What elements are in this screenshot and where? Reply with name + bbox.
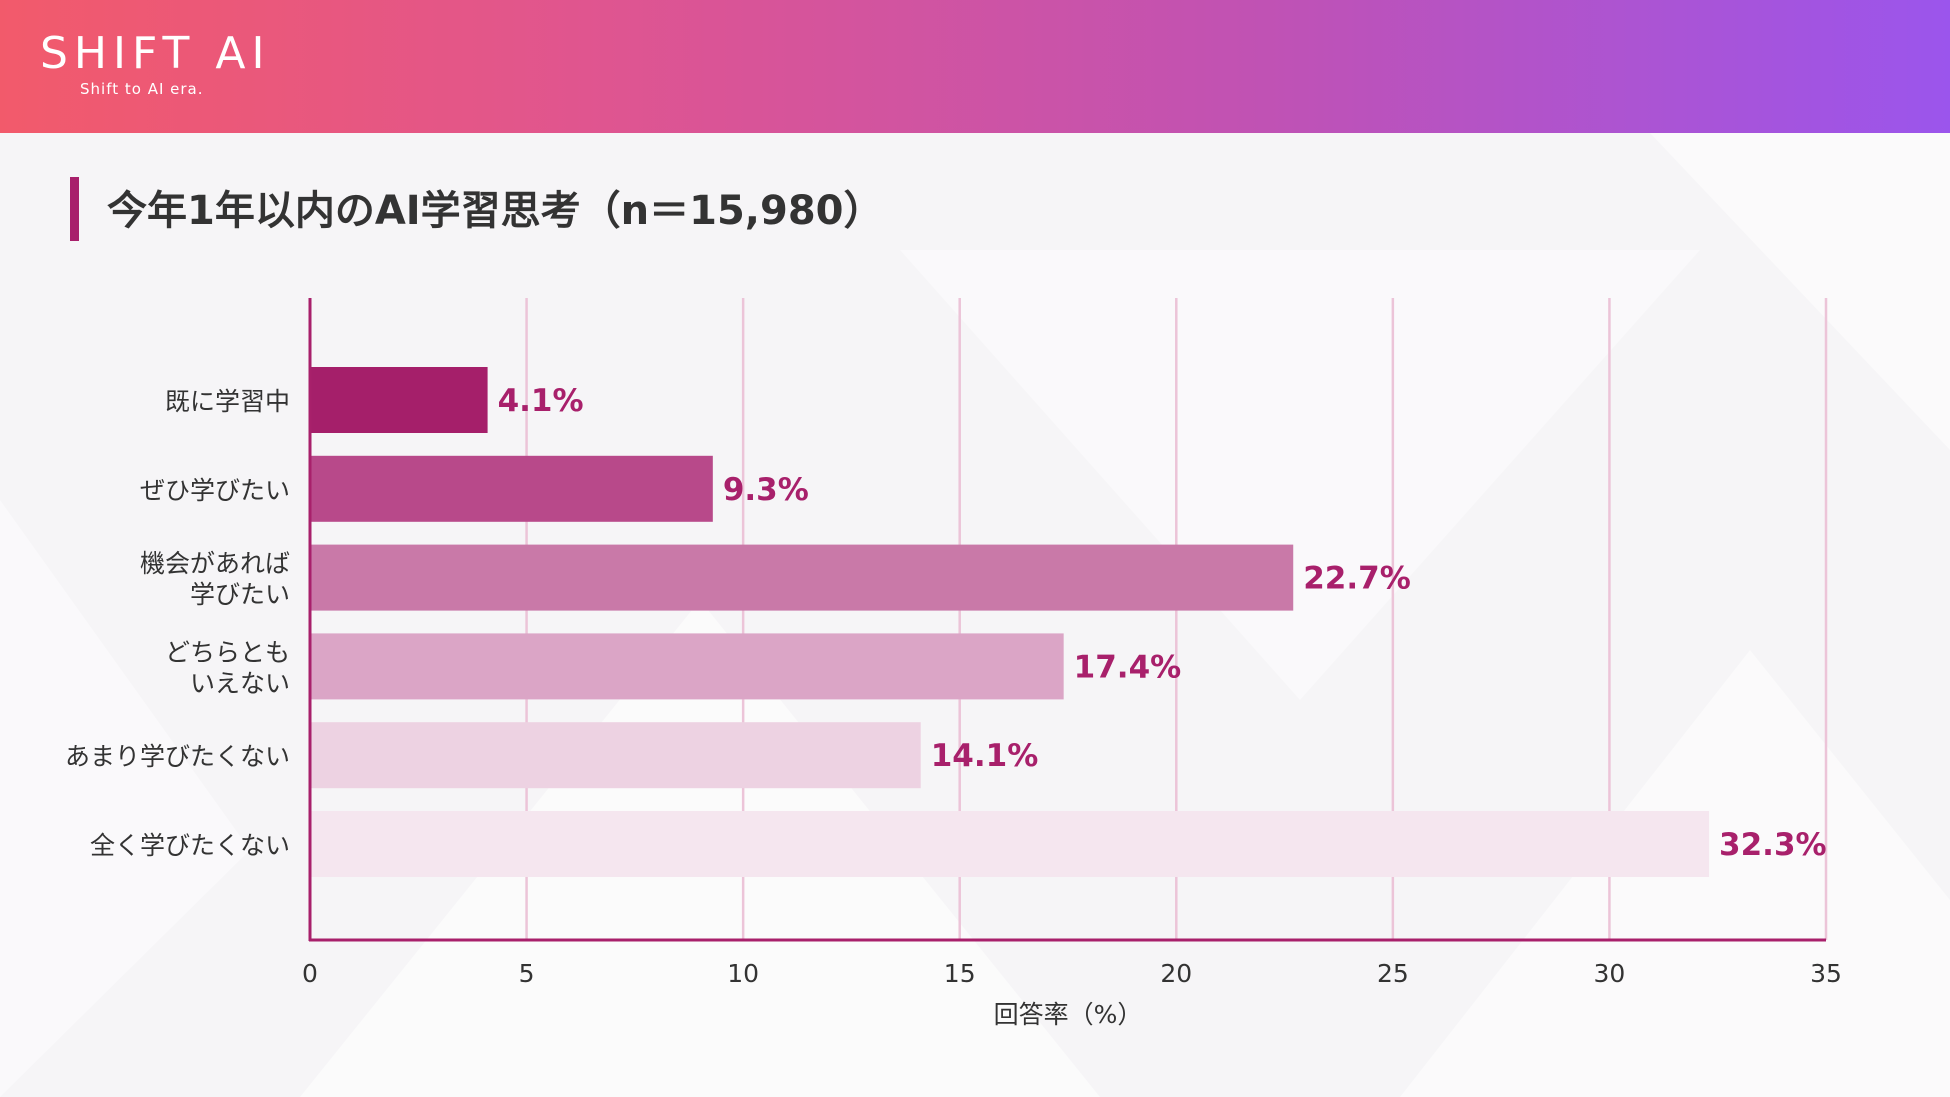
x-tick-label-5: 25 bbox=[1377, 959, 1409, 988]
value-label-2: 22.7% bbox=[1303, 561, 1411, 597]
bar-3 bbox=[310, 633, 1064, 700]
category-label-2-0: 機会があれば bbox=[140, 549, 290, 578]
category-label-4-0: あまり学びたくない bbox=[65, 742, 290, 771]
value-label-1: 9.3% bbox=[723, 472, 809, 508]
header-banner: SHIFT AI Shift to AI era. bbox=[0, 0, 1950, 133]
x-tick-label-1: 5 bbox=[519, 959, 535, 988]
value-label-5: 32.3% bbox=[1719, 827, 1827, 863]
brand-logo: SHIFT AI bbox=[40, 28, 271, 79]
bar-0 bbox=[310, 367, 488, 433]
bar-5 bbox=[310, 811, 1710, 877]
bar-2 bbox=[310, 544, 1294, 611]
category-label-5-0: 全く学びたくない bbox=[90, 831, 290, 860]
value-label-3: 17.4% bbox=[1074, 649, 1182, 685]
bar-4 bbox=[310, 722, 921, 789]
x-tick-label-3: 15 bbox=[944, 959, 976, 988]
value-label-4: 14.1% bbox=[931, 738, 1039, 774]
brand-tagline: Shift to AI era. bbox=[80, 80, 204, 98]
x-axis-label: 回答率（%） bbox=[994, 1000, 1143, 1029]
x-tick-label-2: 10 bbox=[727, 959, 759, 988]
page-title: 今年1年以内のAI学習思考（n＝15,980） bbox=[107, 188, 884, 234]
bar-1 bbox=[310, 455, 713, 522]
category-label-1-0: ぜひ学びたい bbox=[140, 476, 290, 505]
x-tick-label-4: 20 bbox=[1160, 959, 1192, 988]
category-label-3-0: どちらとも bbox=[165, 638, 290, 667]
x-tick-label-0: 0 bbox=[302, 959, 318, 988]
category-label-2-1: 学びたい bbox=[190, 580, 290, 609]
category-label-3-1: いえない bbox=[190, 669, 290, 698]
x-tick-label-6: 30 bbox=[1594, 959, 1626, 988]
title-accent-bar bbox=[70, 177, 79, 241]
category-label-0-0: 既に学習中 bbox=[165, 387, 290, 416]
value-label-0: 4.1% bbox=[498, 383, 584, 419]
x-tick-label-7: 35 bbox=[1810, 959, 1842, 988]
